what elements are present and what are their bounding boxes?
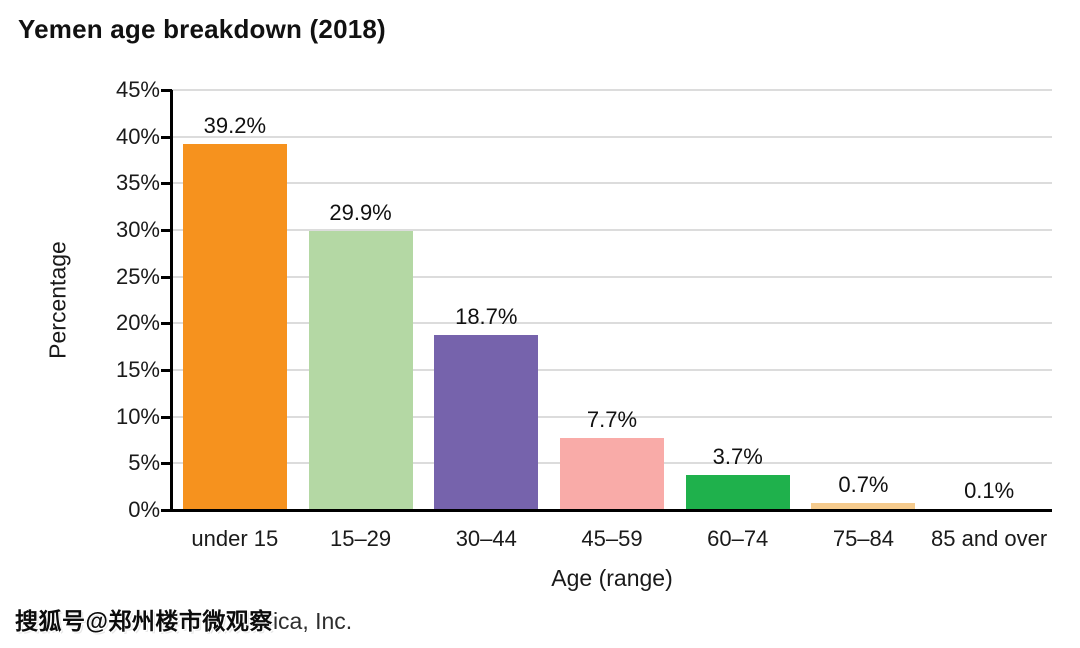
y-tick-mark <box>161 275 172 279</box>
bar-45–59 <box>560 438 664 510</box>
x-tick-label: 75–84 <box>832 526 895 551</box>
y-tick-mark <box>161 509 172 512</box>
y-tick-label: 35% <box>115 170 160 196</box>
y-tick-label: 10% <box>115 403 160 429</box>
bar-value-label: 29.9% <box>329 199 392 225</box>
x-tick-label: 30–44 <box>455 526 517 551</box>
y-tick-label: 40% <box>115 123 160 149</box>
x-axis-label: Age (range) <box>551 565 673 591</box>
x-tick-label: under 15 <box>191 526 279 551</box>
y-tick-label: 20% <box>115 310 160 336</box>
y-axis-line <box>170 90 173 512</box>
gridline <box>172 275 1052 278</box>
bar-30–44 <box>434 335 539 510</box>
y-tick-mark <box>161 369 172 372</box>
y-tick-label: 25% <box>115 263 160 289</box>
y-tick-label: 45% <box>115 77 160 102</box>
bar-value-label: 39.2% <box>203 113 267 139</box>
x-tick-label: 15–29 <box>329 526 392 551</box>
bar-under-15 <box>182 144 287 510</box>
gridline <box>172 322 1052 325</box>
gridline <box>172 369 1052 371</box>
x-tick-label: 60–74 <box>707 526 769 551</box>
source-line: 搜狐号@郑州楼市微观察ica, Inc. <box>15 606 352 636</box>
y-tick-mark <box>161 135 172 139</box>
y-tick-mark <box>161 229 172 232</box>
bar-value-label: 7.7% <box>586 407 638 433</box>
bar-value-label: 3.7% <box>712 444 763 470</box>
y-axis-label: Percentage <box>44 241 71 359</box>
bar-15–29 <box>308 230 413 510</box>
chart-title: Yemen age breakdown (2018) <box>18 14 386 44</box>
gridline <box>172 415 1052 418</box>
gridline <box>172 229 1052 231</box>
bar-value-label: 0.1% <box>964 478 1015 503</box>
y-tick-mark <box>161 322 172 326</box>
y-tick-mark <box>161 182 172 186</box>
bar-value-label: 18.7% <box>455 304 518 330</box>
y-tick-label: 30% <box>115 217 160 242</box>
x-axis-line <box>170 509 1052 512</box>
y-tick-mark <box>161 89 172 92</box>
bar-60–74 <box>685 475 790 510</box>
gridline <box>172 182 1052 185</box>
y-tick-label: 0% <box>128 497 160 522</box>
bar-value-label: 0.7% <box>838 472 889 498</box>
x-tick-label: 45–59 <box>581 526 643 551</box>
gridline <box>172 135 1052 138</box>
watermark-text: 搜狐号@郑州楼市微观察 <box>15 608 273 634</box>
y-tick-label: 15% <box>115 357 160 382</box>
y-tick-mark <box>161 415 172 419</box>
bar-75–84 <box>811 503 916 510</box>
x-tick-label: 85 and over <box>931 526 1048 551</box>
source-attribution-text: ica, Inc. <box>272 608 353 634</box>
y-tick-label: 5% <box>128 450 160 476</box>
gridline <box>172 89 1052 91</box>
y-tick-mark <box>161 462 172 466</box>
